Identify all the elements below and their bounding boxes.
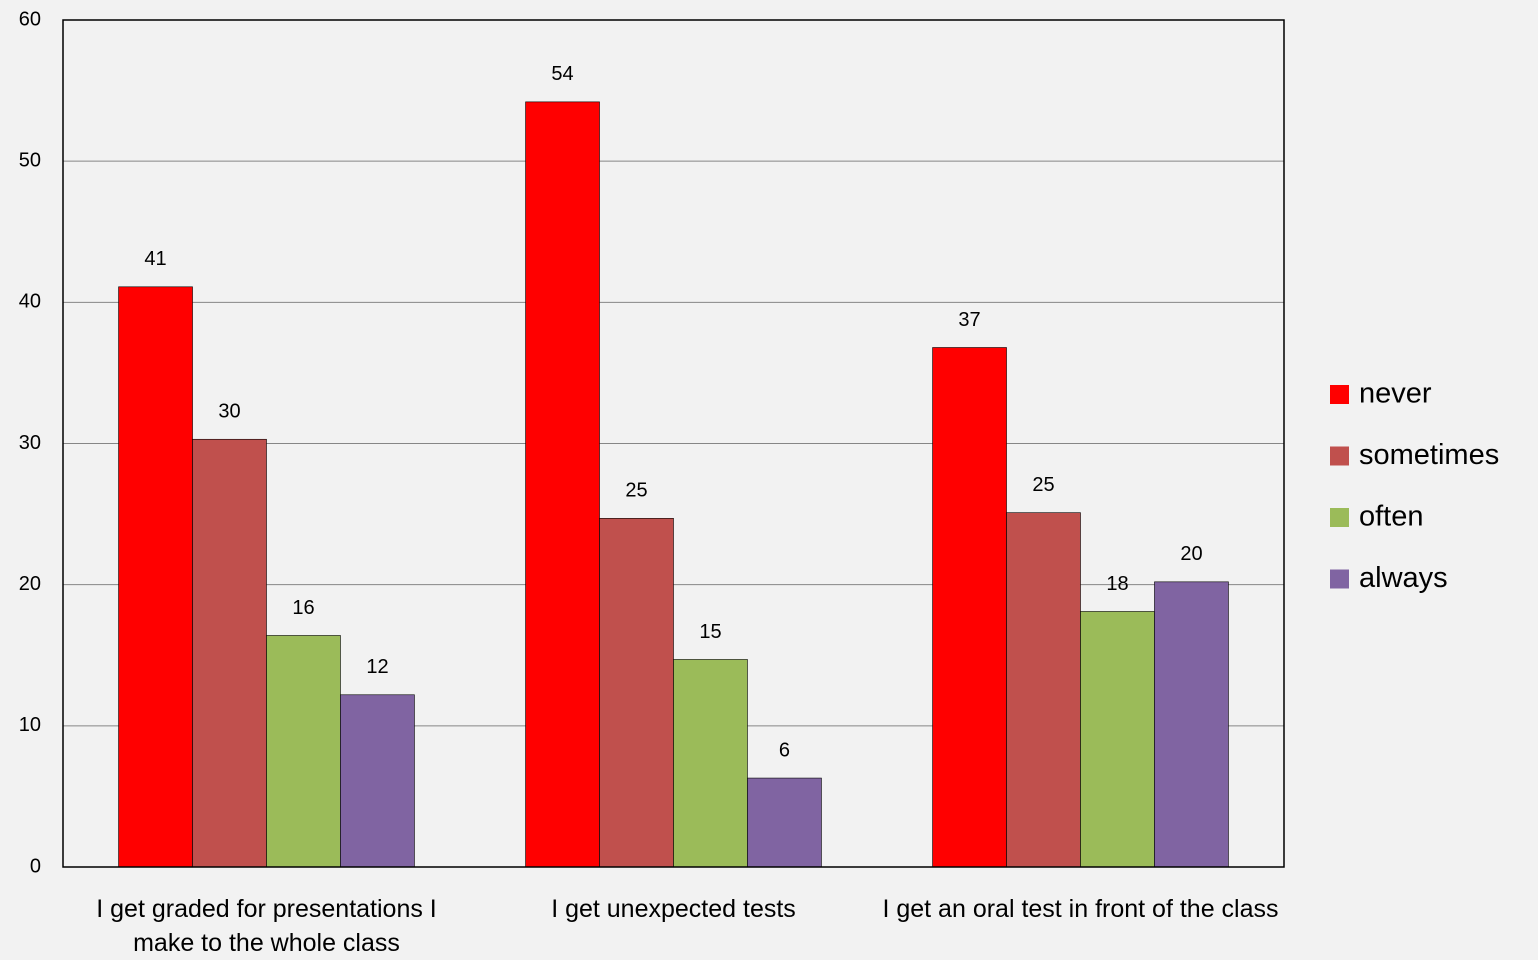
x-tick-label: I get unexpected tests [551, 895, 796, 923]
data-label: 54 [551, 63, 573, 85]
y-tick-label: 40 [19, 291, 41, 313]
bar [1154, 581, 1229, 868]
y-tick-label: 60 [19, 8, 41, 30]
legend-label: never [1359, 378, 1432, 410]
data-label: 12 [366, 656, 388, 678]
legend-swatch [1330, 508, 1349, 527]
x-tick-label: I get an oral test in front of the class [882, 895, 1279, 923]
legend-swatch [1330, 446, 1349, 466]
data-label: 16 [292, 597, 314, 619]
data-label: 30 [218, 401, 240, 423]
bar [599, 518, 674, 868]
bar [525, 101, 600, 868]
data-label: 15 [699, 621, 721, 643]
bar [340, 694, 415, 868]
x-tick-label: I get graded for presentations I make to… [96, 895, 437, 957]
bar [673, 659, 748, 868]
data-label: 41 [144, 248, 166, 270]
data-label: 25 [625, 480, 647, 502]
bar [266, 635, 341, 868]
bar [932, 347, 1007, 868]
bar [118, 286, 193, 868]
legend-swatch [1330, 385, 1349, 404]
legend-swatch [1330, 569, 1349, 589]
data-label: 20 [1180, 543, 1202, 565]
y-tick-label: 10 [19, 714, 41, 736]
bar [747, 777, 822, 868]
data-label: 25 [1032, 474, 1054, 496]
bar [1006, 512, 1081, 868]
y-tick-label: 20 [19, 573, 41, 595]
data-label: 18 [1106, 573, 1128, 595]
bar [1080, 611, 1155, 868]
y-tick-label: 30 [19, 432, 41, 454]
legend-label: always [1359, 562, 1448, 594]
y-tick-label: 50 [19, 149, 41, 171]
legend-label: often [1359, 501, 1424, 533]
data-label: 6 [779, 739, 790, 761]
bar [192, 438, 267, 868]
legend-label: sometimes [1359, 439, 1499, 471]
y-tick-label: 0 [30, 855, 41, 877]
data-label: 37 [958, 309, 980, 331]
plot-border [62, 19, 1285, 868]
